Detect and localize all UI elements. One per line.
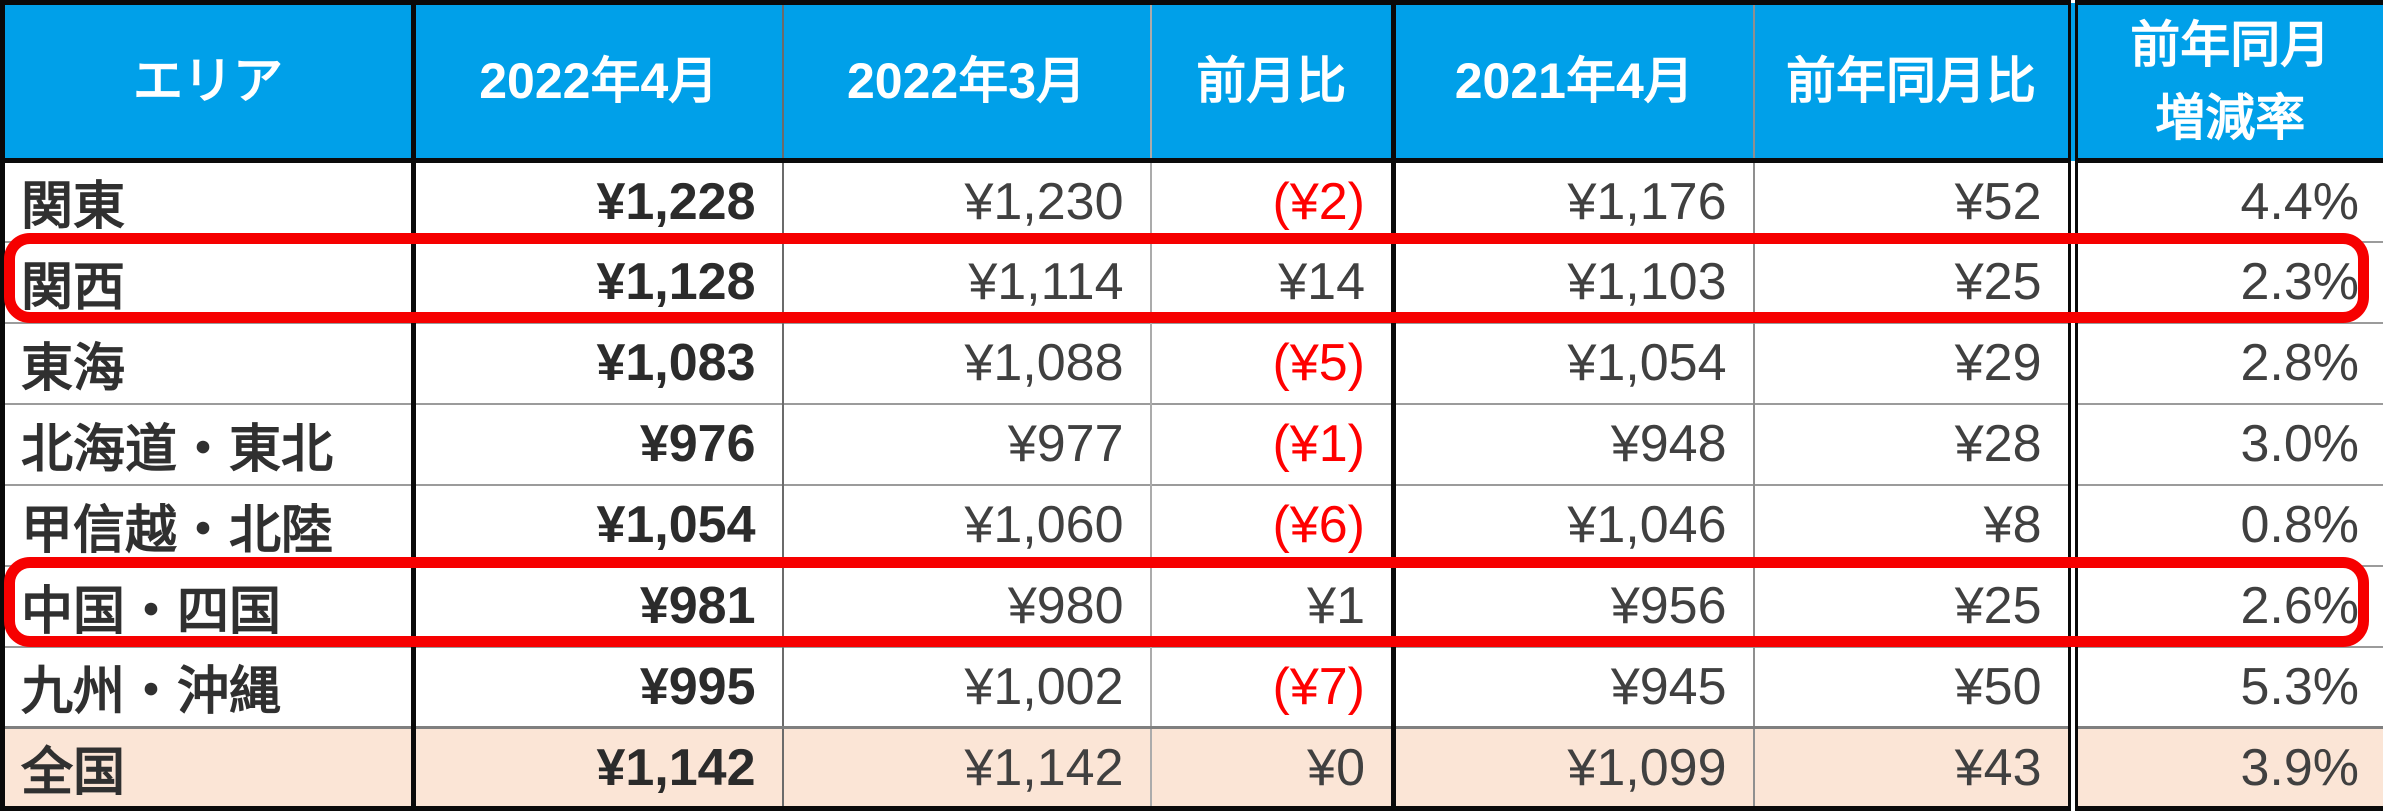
col-header-yoy-rate: 前年同月 増減率: [2067, 2, 2383, 163]
header-row: エリア 2022年4月 2022年3月 前月比 2021年4月 前年同月比 前年…: [2, 2, 2383, 163]
mar2022-cell: ¥1,060: [781, 483, 1151, 566]
yoy-cell: ¥25: [1752, 240, 2073, 323]
mom-cell: (¥5): [1149, 321, 1394, 404]
col-header-2021-04: 2021年4月: [1391, 2, 1754, 163]
apr2021-cell: ¥1,103: [1391, 240, 1754, 323]
mom-cell: ¥0: [1149, 726, 1394, 809]
yoy-rate-cell: 2.3%: [2067, 240, 2383, 323]
area-cell: 関東: [2, 159, 414, 242]
apr2022-cell: ¥976: [411, 402, 783, 485]
apr2022-cell: ¥1,228: [411, 159, 783, 242]
col-header-2022-04: 2022年4月: [411, 2, 783, 163]
mar2022-cell: ¥977: [781, 402, 1151, 485]
yoy-rate-cell: 4.4%: [2067, 159, 2383, 242]
yoy-cell: ¥8: [1752, 483, 2073, 566]
table-row-zenkoku-total: 全国 ¥1,142 ¥1,142 ¥0 ¥1,099 ¥43 3.9%: [2, 726, 2383, 809]
table-row-chugoku-shikoku: 中国・四国 ¥981 ¥980 ¥1 ¥956 ¥25 2.6%: [2, 564, 2383, 647]
col-header-yoy-rate-line1: 前年同月: [2130, 17, 2331, 73]
yoy-rate-cell: 2.6%: [2067, 564, 2383, 647]
area-cell: 全国: [2, 726, 414, 809]
mar2022-cell: ¥1,142: [781, 726, 1151, 809]
col-header-mom: 前月比: [1149, 2, 1394, 163]
mom-cell: (¥6): [1149, 483, 1394, 566]
yoy-rate-cell: 3.9%: [2067, 726, 2383, 809]
table-row-hokkaido-tohoku: 北海道・東北 ¥976 ¥977 (¥1) ¥948 ¥28 3.0%: [2, 402, 2383, 485]
yoy-cell: ¥28: [1752, 402, 2073, 485]
yoy-cell: ¥52: [1752, 159, 2073, 242]
apr2021-cell: ¥1,054: [1391, 321, 1754, 404]
area-cell: 甲信越・北陸: [2, 483, 414, 566]
mar2022-cell: ¥1,230: [781, 159, 1151, 242]
apr2022-cell: ¥995: [411, 645, 783, 728]
apr2022-cell: ¥1,142: [411, 726, 783, 809]
apr2022-cell: ¥981: [411, 564, 783, 647]
apr2021-cell: ¥956: [1391, 564, 1754, 647]
area-cell: 中国・四国: [2, 564, 414, 647]
yoy-rate-cell: 2.8%: [2067, 321, 2383, 404]
yoy-rate-cell: 0.8%: [2067, 483, 2383, 566]
yoy-cell: ¥25: [1752, 564, 2073, 647]
area-cell: 関西: [2, 240, 414, 323]
table-row-kanto: 関東 ¥1,228 ¥1,230 (¥2) ¥1,176 ¥52 4.4%: [2, 159, 2383, 242]
mar2022-cell: ¥1,114: [781, 240, 1151, 323]
yoy-rate-cell: 3.0%: [2067, 402, 2383, 485]
table-row-tokai: 東海 ¥1,083 ¥1,088 (¥5) ¥1,054 ¥29 2.8%: [2, 321, 2383, 404]
apr2022-cell: ¥1,054: [411, 483, 783, 566]
col-header-yoy-rate-line2: 増減率: [2155, 89, 2306, 146]
mar2022-cell: ¥1,002: [781, 645, 1151, 728]
yoy-cell: ¥43: [1752, 726, 2073, 809]
area-cell: 東海: [2, 321, 414, 404]
table-row-kansai: 関西 ¥1,128 ¥1,114 ¥14 ¥1,103 ¥25 2.3%: [2, 240, 2383, 323]
mom-cell: (¥1): [1149, 402, 1394, 485]
apr2021-cell: ¥948: [1391, 402, 1754, 485]
col-header-2022-03: 2022年3月: [781, 2, 1151, 163]
mom-cell: ¥14: [1149, 240, 1394, 323]
table-row-koshinetsu-hokuriku: 甲信越・北陸 ¥1,054 ¥1,060 (¥6) ¥1,046 ¥8 0.8%: [2, 483, 2383, 566]
mar2022-cell: ¥980: [781, 564, 1151, 647]
apr2021-cell: ¥945: [1391, 645, 1754, 728]
apr2021-cell: ¥1,099: [1391, 726, 1754, 809]
apr2022-cell: ¥1,128: [411, 240, 783, 323]
col-header-area: エリア: [2, 2, 414, 163]
yoy-cell: ¥29: [1752, 321, 2073, 404]
area-cell: 北海道・東北: [2, 402, 414, 485]
apr2021-cell: ¥1,046: [1391, 483, 1754, 566]
table-row-kyushu-okinawa: 九州・沖縄 ¥995 ¥1,002 (¥7) ¥945 ¥50 5.3%: [2, 645, 2383, 728]
apr2021-cell: ¥1,176: [1391, 159, 1754, 242]
mom-cell: ¥1: [1149, 564, 1394, 647]
mom-cell: (¥7): [1149, 645, 1394, 728]
yoy-rate-cell: 5.3%: [2067, 645, 2383, 728]
area-cell: 九州・沖縄: [2, 645, 414, 728]
mar2022-cell: ¥1,088: [781, 321, 1151, 404]
col-header-yoy: 前年同月比: [1752, 2, 2073, 163]
yoy-cell: ¥50: [1752, 645, 2073, 728]
apr2022-cell: ¥1,083: [411, 321, 783, 404]
mom-cell: (¥2): [1149, 159, 1394, 242]
